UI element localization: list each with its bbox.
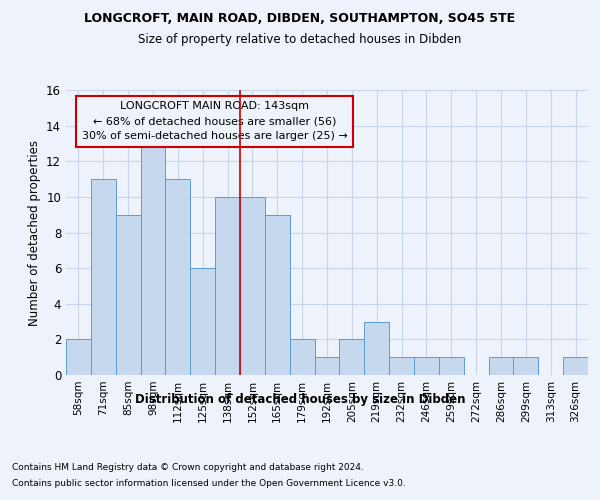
Bar (488, 357, 514, 375)
Text: LONGCROFT MAIN ROAD: 143sqm
← 68% of detached houses are smaller (56)
30% of sem: LONGCROFT MAIN ROAD: 143sqm ← 68% of det… (82, 102, 347, 141)
Text: LONGCROFT, MAIN ROAD, DIBDEN, SOUTHAMPTON, SO45 5TE: LONGCROFT, MAIN ROAD, DIBDEN, SOUTHAMPTO… (85, 12, 515, 26)
Bar (414, 357, 439, 375)
Bar (514, 357, 538, 375)
Bar (215, 197, 240, 375)
Bar (116, 214, 140, 375)
Bar (340, 340, 364, 375)
Bar (265, 214, 290, 375)
Bar (66, 340, 91, 375)
Bar (314, 357, 340, 375)
Bar (439, 357, 464, 375)
Bar (563, 357, 588, 375)
Bar (364, 322, 389, 375)
Bar (389, 357, 414, 375)
Text: Distribution of detached houses by size in Dibden: Distribution of detached houses by size … (135, 392, 465, 406)
Text: Contains public sector information licensed under the Open Government Licence v3: Contains public sector information licen… (12, 478, 406, 488)
Bar (290, 340, 314, 375)
Bar (166, 179, 190, 375)
Bar (91, 179, 116, 375)
Text: Size of property relative to detached houses in Dibden: Size of property relative to detached ho… (139, 32, 461, 46)
Bar (240, 197, 265, 375)
Y-axis label: Number of detached properties: Number of detached properties (28, 140, 41, 326)
Bar (140, 144, 166, 375)
Bar (190, 268, 215, 375)
Text: Contains HM Land Registry data © Crown copyright and database right 2024.: Contains HM Land Registry data © Crown c… (12, 464, 364, 472)
